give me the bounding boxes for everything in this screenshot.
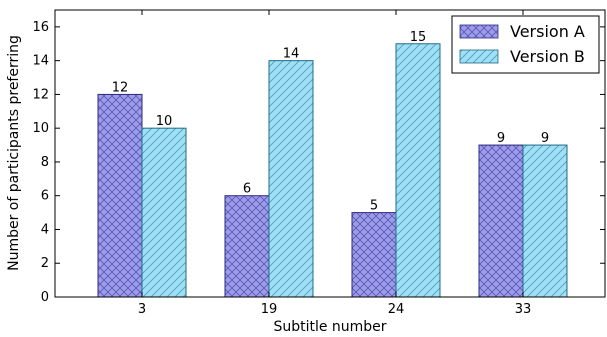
y-tick-label-12: 12 [32, 87, 49, 102]
y-axis-label: Number of participants preferring [6, 35, 22, 271]
data-labels-layer: 12 6 5 9 10 14 15 9 [112, 30, 549, 214]
data-label-version-a-33: 9 [497, 131, 505, 146]
x-tick-label-3: 3 [138, 302, 146, 317]
plot-frame [54, 9, 606, 298]
y-tick-label-10: 10 [32, 121, 49, 136]
bar-hatch-version-b-24 [396, 43, 440, 297]
y-tick-label-2: 2 [41, 256, 49, 271]
data-label-version-b-19: 14 [283, 47, 300, 62]
x-axis-label: Subtitle number [273, 319, 386, 335]
bar-hatch-version-b-33 [523, 145, 567, 297]
y-tick-label-8: 8 [41, 155, 49, 170]
y-tick-label-0: 0 [41, 290, 49, 305]
legend-label-version-b: Version B [510, 47, 585, 66]
y-tick-label-16: 16 [32, 20, 49, 35]
data-label-version-a-19: 6 [243, 182, 251, 197]
data-label-version-a-3: 12 [112, 80, 129, 95]
bar-hatch-version-a-24 [352, 212, 396, 297]
data-label-version-a-24: 5 [370, 199, 378, 214]
bar-hatch-version-a-33 [479, 145, 523, 297]
bars-layer [97, 43, 568, 298]
y-tick-label-14: 14 [32, 54, 49, 69]
bar-hatch-version-b-3 [142, 128, 186, 297]
data-label-version-b-33: 9 [541, 131, 549, 146]
legend-swatch-version-a-hatch [460, 25, 498, 38]
legend-label-version-a: Version A [510, 22, 585, 41]
legend-swatch-version-b-hatch [460, 50, 498, 63]
legend: Version A Version B [451, 15, 600, 74]
bar-hatch-version-a-19 [225, 195, 269, 297]
bar-hatch-version-a-3 [98, 94, 142, 297]
y-axis: 0 2 4 6 8 10 12 14 16 [32, 20, 605, 305]
x-tick-label-24: 24 [388, 302, 405, 317]
x-tick-label-33: 33 [515, 302, 532, 317]
data-label-version-b-24: 15 [410, 30, 427, 45]
data-label-version-b-3: 10 [156, 114, 173, 129]
y-tick-label-6: 6 [41, 189, 49, 204]
x-tick-label-19: 19 [261, 302, 278, 317]
y-tick-label-4: 4 [41, 222, 49, 237]
bar-hatch-version-b-19 [269, 60, 313, 297]
x-axis: 3 19 24 33 [138, 10, 531, 317]
